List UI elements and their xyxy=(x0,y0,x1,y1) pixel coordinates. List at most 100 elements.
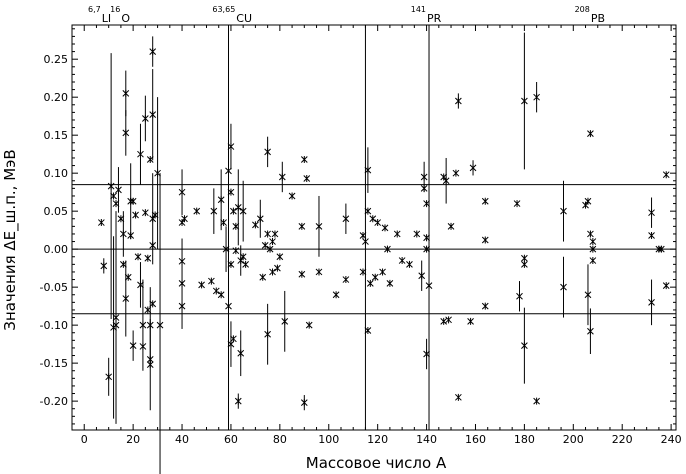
reference-lines xyxy=(72,184,676,315)
data-point xyxy=(521,254,528,262)
data-point xyxy=(288,192,296,200)
data-point xyxy=(178,279,186,287)
data-point xyxy=(146,155,154,163)
element-label: O xyxy=(121,12,130,25)
data-point xyxy=(232,247,240,255)
data-point xyxy=(467,317,474,325)
data-point xyxy=(418,272,426,280)
x-tick-label: 180 xyxy=(514,433,535,446)
plot-frame xyxy=(71,24,677,431)
x-tick-label: 60 xyxy=(224,433,238,446)
data-point xyxy=(481,236,489,244)
element-mass-label: 16 xyxy=(110,5,120,14)
data-point xyxy=(132,211,139,219)
data-point xyxy=(300,155,308,163)
data-point xyxy=(149,300,157,308)
data-point xyxy=(129,342,137,350)
data-point xyxy=(560,207,567,215)
data-point xyxy=(423,200,430,208)
data-point xyxy=(105,373,113,381)
data-point xyxy=(149,48,157,56)
data-point xyxy=(440,317,448,325)
data-point xyxy=(222,245,230,253)
data-point xyxy=(371,273,379,281)
data-point xyxy=(124,273,132,281)
x-tick-label: 120 xyxy=(367,433,388,446)
data-point xyxy=(298,222,306,230)
data-point xyxy=(469,164,477,172)
data-point xyxy=(122,295,130,303)
data-points xyxy=(97,48,670,407)
data-point xyxy=(237,349,245,357)
y-tick-label: 0.15 xyxy=(44,129,69,142)
data-point xyxy=(117,215,125,223)
data-point xyxy=(274,264,281,272)
data-point xyxy=(420,173,428,181)
data-point xyxy=(217,196,225,204)
x-tick-label: 240 xyxy=(661,433,682,446)
data-point xyxy=(242,260,249,268)
data-point xyxy=(146,321,154,329)
element-mass-label: 141 xyxy=(411,5,426,14)
x-tick-label: 200 xyxy=(563,433,584,446)
data-point xyxy=(107,182,115,190)
data-point xyxy=(127,231,135,239)
data-point xyxy=(151,211,159,219)
element-marker-lines xyxy=(228,25,430,430)
data-point xyxy=(657,245,665,253)
element-label: CU xyxy=(236,12,252,25)
element-mass-label: 63,65 xyxy=(212,5,235,14)
data-point xyxy=(264,230,271,238)
x-axis-title: Массовое число A xyxy=(306,454,447,472)
data-point xyxy=(225,302,232,310)
data-point xyxy=(374,219,382,227)
data-point xyxy=(264,148,271,156)
data-point xyxy=(445,316,452,324)
data-point xyxy=(364,207,372,215)
data-point xyxy=(369,215,377,223)
element-label: PR xyxy=(427,12,442,25)
data-point xyxy=(364,326,372,334)
data-point xyxy=(342,276,350,284)
data-point xyxy=(122,89,130,97)
data-point xyxy=(269,268,276,276)
data-point xyxy=(129,197,137,205)
y-tick-label: -0.10 xyxy=(40,319,68,332)
data-point xyxy=(178,302,186,310)
data-point xyxy=(264,330,271,338)
data-point xyxy=(332,291,340,299)
data-point xyxy=(359,231,367,239)
x-tick-label: 100 xyxy=(318,433,339,446)
data-point xyxy=(276,253,284,261)
data-point xyxy=(442,177,450,185)
data-point xyxy=(305,321,313,329)
data-point xyxy=(533,397,540,405)
y-tick-label: 0.05 xyxy=(44,205,69,218)
x-tick-label: 20 xyxy=(126,433,140,446)
y-tick-label: -0.20 xyxy=(40,395,68,408)
data-point xyxy=(225,167,232,175)
data-point xyxy=(122,129,130,137)
data-point xyxy=(115,186,122,194)
data-point xyxy=(589,238,597,246)
data-point xyxy=(648,298,655,306)
element-mass-label: 6,7 xyxy=(88,5,101,14)
data-point xyxy=(662,282,670,290)
data-point xyxy=(193,207,201,215)
data-point xyxy=(210,207,218,215)
data-point xyxy=(178,188,186,196)
y-tick-label: -0.05 xyxy=(40,281,68,294)
data-point xyxy=(149,111,157,119)
data-point xyxy=(134,253,142,261)
data-point xyxy=(142,209,149,217)
data-point xyxy=(181,215,188,223)
data-point xyxy=(455,97,462,105)
data-point xyxy=(560,283,567,291)
data-point xyxy=(100,262,108,270)
x-tick-label: 80 xyxy=(273,433,287,446)
data-point xyxy=(149,241,157,249)
x-tick-label: 140 xyxy=(416,433,437,446)
data-point xyxy=(298,270,306,278)
data-point xyxy=(227,260,235,268)
